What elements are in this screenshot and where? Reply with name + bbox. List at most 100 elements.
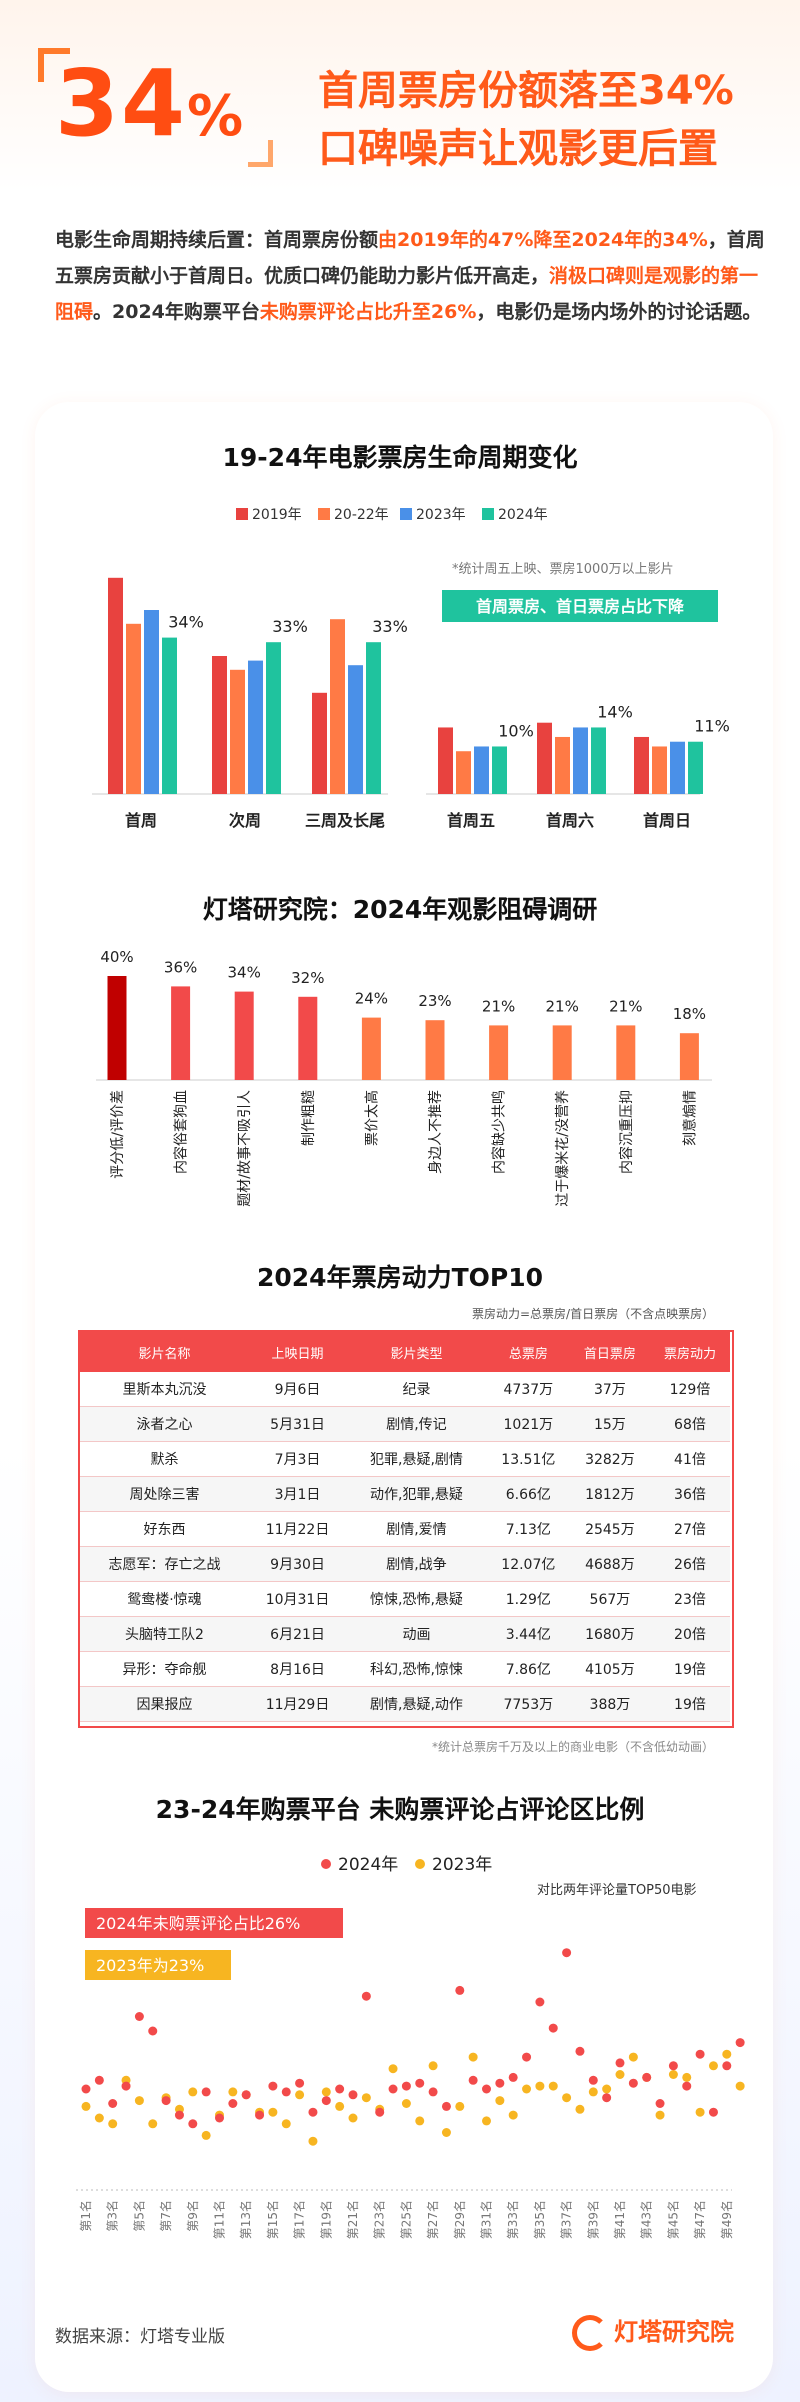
category-label: 内容缺少共鸣: [491, 1090, 508, 1174]
hero-title: 首周票房份额落至34% 口碑噪声让观影更后置: [318, 62, 734, 178]
table-cell: 9月30日: [248, 1546, 347, 1582]
table-cell: 3月1日: [248, 1476, 347, 1512]
table-cell: 7753万: [486, 1686, 570, 1722]
point-2023: [535, 2081, 545, 2091]
bar: [670, 741, 685, 794]
data-label: 21%: [482, 997, 515, 1015]
brand-logo: 灯塔研究院: [572, 2312, 734, 2351]
x-tick-label: 第9名: [185, 2200, 200, 2232]
point-2024: [215, 2113, 224, 2123]
table-cell: 23倍: [649, 1581, 730, 1617]
table-cell: 鸳鸯楼·惊魂: [80, 1581, 249, 1617]
bar: [552, 1025, 572, 1080]
category-label: 票价太高: [363, 1090, 380, 1146]
table-row: 好东西 11月22日 剧情,爱情 7.13亿 2545万 27倍: [80, 1511, 730, 1547]
table-cell: 剧情,悬疑,动作: [346, 1686, 487, 1722]
table-cell: 567万: [569, 1581, 650, 1617]
point-2023: [335, 2101, 345, 2111]
category-label: 内容俗套狗血: [173, 1090, 190, 1174]
table-cell: 剧情,爱情: [346, 1511, 487, 1547]
table-cell: 19倍: [649, 1686, 730, 1722]
data-label: 21%: [609, 997, 642, 1015]
table-cell: 41倍: [649, 1441, 730, 1477]
table-cell: 科幻,恐怖,惊悚: [346, 1651, 487, 1687]
bar: [107, 976, 127, 1080]
point-2024: [722, 2061, 732, 2071]
table-cell: 4105万: [569, 1651, 650, 1687]
bar: [492, 746, 507, 794]
table-cell: 4737万: [486, 1372, 570, 1407]
point-2023: [441, 2128, 451, 2137]
point-2023: [495, 2096, 505, 2106]
x-tick-label: 第39名: [585, 2200, 600, 2239]
table-cell: 19倍: [649, 1651, 730, 1687]
hero-title-line1: 首周票房份额落至34%: [318, 68, 734, 114]
point-2023: [281, 2119, 291, 2129]
point-2023: [668, 2070, 678, 2079]
bar: [474, 746, 489, 794]
table-header-cell: 总票房: [486, 1332, 570, 1372]
x-tick-label: 第49名: [719, 2200, 734, 2239]
point-2023: [94, 2113, 104, 2123]
x-tick-label: 第13名: [238, 2200, 253, 2239]
table-cell: 11月29日: [248, 1686, 347, 1722]
point-2023: [548, 2081, 558, 2091]
table-cell: 20倍: [649, 1616, 730, 1652]
point-2024: [121, 2081, 131, 2091]
hero-percentage: 34%: [55, 50, 246, 157]
legend-label: 2024年: [338, 1855, 398, 1875]
point-2023: [348, 2113, 358, 2123]
table-header-cell: 票房动力: [649, 1332, 730, 1372]
table-row: 鸳鸯楼·惊魂 10月31日 惊悚,恐怖,悬疑 1.29亿 567万 23倍: [80, 1581, 730, 1617]
table-cell: 8月16日: [248, 1651, 347, 1687]
point-2023: [415, 2116, 425, 2126]
data-label: 24%: [355, 990, 388, 1008]
table-cell: 周处除三害: [80, 1476, 249, 1512]
table-header-cell: 首日票房: [569, 1332, 650, 1372]
table-cell: 388万: [569, 1686, 650, 1722]
data-label: 33%: [272, 617, 308, 636]
point-2023: [708, 2061, 718, 2071]
bar: [425, 1020, 445, 1080]
point-2023: [628, 2052, 638, 2062]
table-cell: 27倍: [649, 1511, 730, 1547]
x-tick-label: 第11名: [212, 2200, 227, 2239]
x-tick-label: 第45名: [665, 2200, 680, 2239]
table-cell: 1812万: [569, 1476, 650, 1512]
point-2023: [268, 2107, 278, 2117]
legend-dot: [321, 1859, 331, 1869]
point-2023: [401, 2099, 411, 2108]
x-tick-label: 第41名: [612, 2200, 627, 2239]
point-2023: [615, 2070, 625, 2079]
table-cell: 11月22日: [248, 1511, 347, 1547]
chart4-title: 23-24年购票平台 未购票评论占评论区比例: [155, 1795, 645, 1824]
point-2023: [428, 2061, 438, 2071]
point-2023: [588, 2087, 598, 2097]
bar: [312, 692, 327, 794]
point-2024: [255, 2110, 265, 2120]
point-2023: [188, 2087, 198, 2097]
x-tick-label: 第27名: [425, 2200, 440, 2239]
data-label: 11%: [694, 717, 730, 736]
data-label: 36%: [164, 958, 197, 976]
point-2024: [401, 2081, 411, 2091]
table-cell: 129倍: [649, 1372, 730, 1407]
table-cell: 里斯本丸沉没: [80, 1372, 249, 1407]
point-2023: [695, 2107, 705, 2117]
point-2024: [335, 2084, 345, 2094]
hero-banner: 34% 首周票房份额落至34% 口碑噪声让观影更后置: [0, 0, 800, 190]
table-cell: 异形：夺命舰: [80, 1651, 249, 1687]
category-label: 刻意煽情: [681, 1090, 698, 1146]
table-header-cell: 影片名称: [80, 1332, 249, 1372]
point-2024: [548, 2023, 558, 2033]
point-2024: [295, 2078, 305, 2088]
x-tick-label: 第37名: [559, 2200, 574, 2239]
table-formula: 票房动力=总票房/首日票房（不含点映票房）: [472, 1307, 715, 1321]
point-2023: [575, 2104, 585, 2114]
bar: [361, 1017, 381, 1080]
point-2024: [281, 2087, 291, 2097]
bracket-decoration: [38, 48, 70, 82]
table-cell: 2545万: [569, 1511, 650, 1547]
point-2024: [695, 2049, 705, 2059]
table-cell: 3282万: [569, 1441, 650, 1477]
